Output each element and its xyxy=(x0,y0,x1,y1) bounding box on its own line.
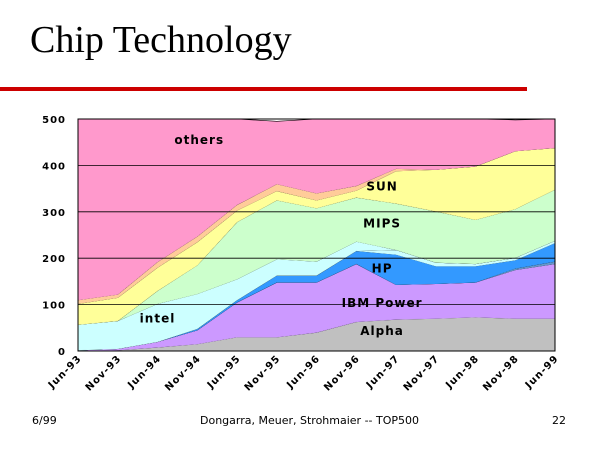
series-label-sun: SUN xyxy=(366,179,397,193)
y-tick-label: 400 xyxy=(42,161,66,172)
x-tick-label: Jun-99 xyxy=(523,353,561,391)
series-label-others: others xyxy=(174,133,224,147)
series-label-hp: HP xyxy=(372,261,393,275)
series-label-ibm-power: IBM Power xyxy=(342,296,423,310)
x-tick-label: Nov-95 xyxy=(243,353,283,393)
x-tick-label: Nov-93 xyxy=(84,353,124,393)
x-axis-tick-labels: Jun-93 Nov-93 Jun-94 Nov-94 Jun-95 Nov-95 Jun-… xyxy=(46,353,561,393)
y-tick-label: 100 xyxy=(42,301,66,312)
slide-title: Chip Technology xyxy=(30,19,292,61)
y-tick-label: 500 xyxy=(42,115,66,126)
y-tick-label: 0 xyxy=(58,347,66,358)
chart-gridlines xyxy=(78,164,555,306)
x-tick-label: Jun-97 xyxy=(364,353,402,391)
chart-areas xyxy=(77,118,556,352)
series-label-alpha: Alpha xyxy=(360,324,404,338)
x-tick-label: Jun-96 xyxy=(284,353,322,391)
footer-page-number: 22 xyxy=(552,414,566,427)
x-tick-label: Nov-94 xyxy=(163,353,203,393)
plot-border xyxy=(77,118,556,352)
footer-date: 6/99 xyxy=(32,414,57,427)
footer-authors: Dongarra, Meuer, Strohmaier -- TOP500 xyxy=(200,414,420,427)
series-label-intel: intel xyxy=(140,312,176,326)
x-tick-label: Nov-97 xyxy=(402,353,442,393)
x-tick-label: Jun-95 xyxy=(205,353,243,391)
title-rule xyxy=(0,87,527,91)
y-tick-label: 300 xyxy=(42,208,66,219)
series-labels: others SUN MIPS HP IBM Power Alpha intel xyxy=(140,133,423,338)
x-tick-label: Jun-94 xyxy=(125,353,163,391)
y-tick-label: 200 xyxy=(42,254,66,265)
x-tick-label: Nov-98 xyxy=(481,353,521,393)
y-axis-tick-labels: 0 100 200 300 400 500 xyxy=(42,115,66,358)
series-label-mips: MIPS xyxy=(363,216,401,230)
x-tick-label: Jun-93 xyxy=(46,353,84,391)
x-tick-label: Nov-96 xyxy=(322,353,362,393)
x-tick-label: Jun-98 xyxy=(443,353,481,391)
